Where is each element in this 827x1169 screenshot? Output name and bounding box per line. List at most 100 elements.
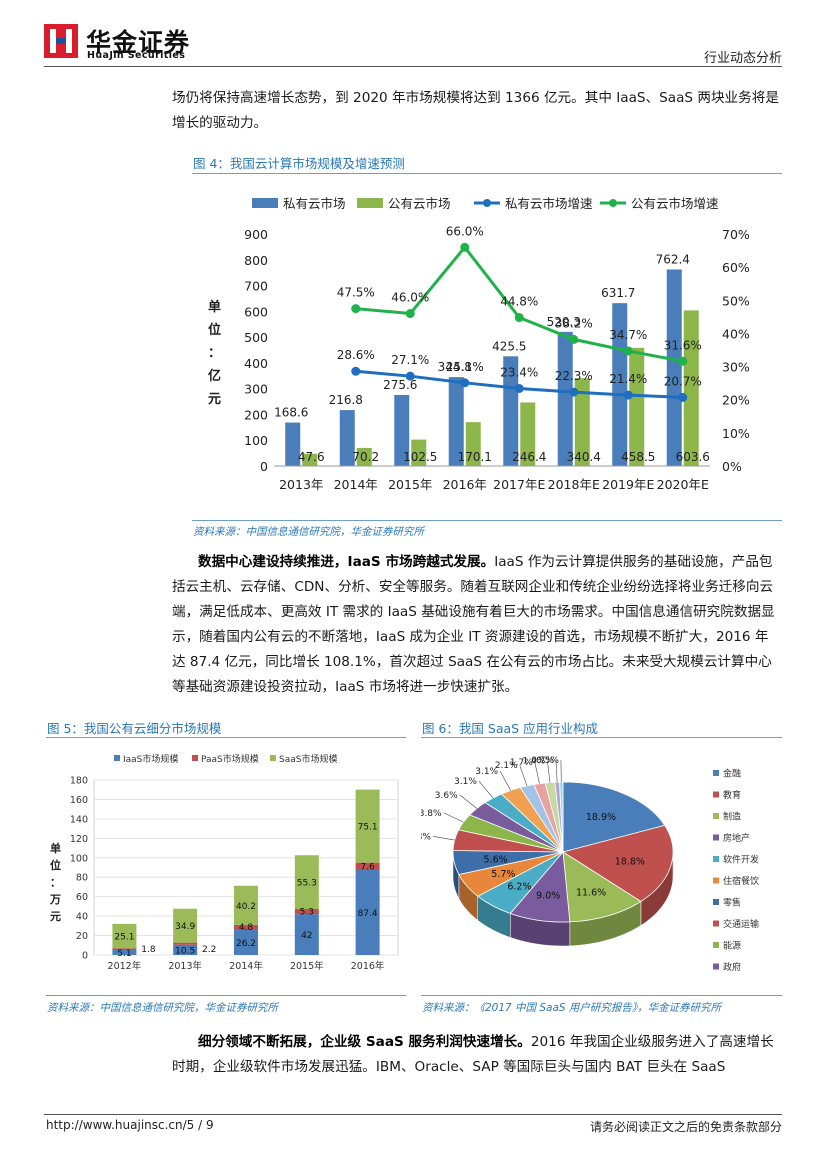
fig4-line-label: 38.2% (555, 316, 593, 330)
fig4-y2tick-label: 30% (722, 360, 750, 375)
fig6-top-rule (421, 737, 782, 738)
fig5-ytick-label: 100 (70, 853, 88, 864)
fig4-bar (666, 269, 682, 466)
fig6-legend-swatch (713, 834, 719, 841)
fig4-bar (302, 453, 318, 466)
fig5-ylabel-3: ： (50, 876, 61, 889)
fig6-title: 图 6：我国 SaaS 应用行业构成 (422, 721, 599, 736)
saas-paragraph-lead: 细分领域不断拓展，企业级 SaaS 服务利润快速增长。 (198, 1034, 531, 1050)
fig5-legend: IaaS市场规模 PaaS市场规模 SaaS市场规模 (114, 753, 337, 765)
fig4-ytick-label: 600 (244, 304, 268, 319)
fig5-bottom-rule (46, 995, 406, 996)
fig4-ytick-label: 0 (260, 459, 268, 474)
fig4-y2tick-label: 70% (722, 227, 750, 242)
fig5-ylabel-5: 元 (50, 910, 61, 923)
fig4-legend-label: 私有云市场增速 (505, 196, 593, 211)
fig5-bar-label: 25.1 (114, 933, 134, 943)
fig5-ylabel-1: 单 (50, 841, 61, 855)
fig5-bar-segment (234, 929, 258, 955)
fig6-legend-label: 住宿餐饮 (723, 875, 759, 887)
fig4-y2tick-label: 40% (722, 326, 750, 341)
fig6-slice-label: 5.7% (491, 869, 515, 880)
fig4-legend-label: 公有云市场增速 (631, 196, 719, 211)
fig4-ylabel-4: 亿 (208, 368, 221, 384)
fig5-legend-label: PaaS市场规模 (201, 753, 259, 765)
fig4-bar (411, 439, 427, 466)
fig5-bar-label: 5.1 (117, 949, 131, 959)
saas-industry-pie-chart: 18.9% 18.8% 11.6% 9.0% 6.2%5.7% 5.6% 4.8% 3.8% 3… (421, 756, 759, 973)
fig4-legend-swatch (252, 198, 278, 208)
fig4-line-label: 21.4% (609, 372, 647, 386)
fig4-ytick-label: 200 (244, 407, 268, 422)
fig4-xtick-label: 2014年 (334, 477, 378, 492)
fig6-slice-label: 2.1% (495, 761, 518, 771)
fig4-bar-label: 520.3 (547, 315, 581, 329)
fig5-legend-swatch (270, 755, 276, 761)
fig5-xtick-label: 2016年 (351, 960, 385, 972)
fig5-xtick-label: 2014年 (229, 960, 263, 972)
fig6-legend-swatch (713, 813, 719, 819)
fig4-bar-label: 70.2 (352, 450, 379, 464)
fig4-line-label: 66.0% (446, 224, 484, 238)
fig4-xtick-label: 2017年E (493, 477, 545, 492)
fig6-leader-line (478, 780, 494, 799)
fig4-legend-marker (609, 199, 617, 207)
fig6-legend-swatch (713, 770, 719, 776)
fig6-source: 资料来源：《2017 中国 SaaS 用户研究报告》，华金证券研究所 (422, 1002, 722, 1014)
fig4-line-label: 44.8% (500, 295, 538, 309)
fig4-line-point (514, 313, 524, 323)
fig6-legend-swatch (713, 942, 719, 948)
fig6-legend-swatch (713, 920, 719, 927)
fig5-ytick-label: 180 (70, 776, 88, 787)
fig5-ytick-label: 0 (82, 951, 88, 962)
fig5-legend-swatch (192, 755, 198, 761)
fig4-xtick-label: 2019年E (602, 477, 654, 492)
fig5-bar-segment (234, 924, 258, 930)
fig4-line-point (678, 392, 688, 402)
fig4-legend-label: 公有云市场 (388, 196, 451, 211)
logo-chinese-name: 华金证券 (86, 28, 191, 57)
fig4-ytick-label: 900 (244, 227, 268, 242)
fig4-top-rule (192, 173, 782, 174)
fig4-line-label: 46.0% (391, 291, 429, 305)
fig6-legend-label: 金融 (723, 768, 741, 780)
iaas-paragraph-body: IaaS 作为云计算提供服务的基础设施，产品包括云主机、云存储、CDN、分析、安… (172, 554, 775, 695)
fig4-bar-label: 762.4 (656, 252, 690, 266)
fig5-bar-label: 10.5 (175, 946, 195, 956)
fig4-legend-label: 私有云市场 (283, 196, 346, 211)
fig4-bar-label: 168.6 (274, 406, 308, 420)
fig6-slice-label: 3.6% (435, 791, 458, 801)
logo-english-name: HuaJin Securities (87, 50, 186, 61)
fig6-legend-label: 制造 (723, 811, 741, 823)
fig6-legend-swatch (713, 963, 719, 970)
fig4-ytick-label: 700 (244, 279, 268, 294)
fig4-bar (465, 422, 481, 466)
fig6-slice-label: 1.4% (522, 757, 545, 767)
footer-disclaimer: 请务必阅读正文之后的免责条款部分 (589, 1120, 782, 1134)
fig4-y2tick-label: 60% (722, 260, 750, 275)
fig4-source: 资料来源：中国信息通信研究院，华金证券研究所 (193, 526, 424, 538)
fig6-slice-label: 5.6% (484, 855, 508, 866)
public-cloud-segment-chart: IaaS市场规模 PaaS市场规模 SaaS市场规模 0 20 40 60 80 100 120… (49, 753, 399, 972)
fig4-bar-label: 603.6 (676, 450, 710, 464)
fig4-line-label: 28.6% (337, 348, 375, 362)
fig6-legend-label: 教育 (723, 789, 741, 801)
fig4-bar (629, 347, 645, 466)
fig5-ytick-label: 20 (76, 931, 88, 942)
fig4-line-point (623, 390, 633, 400)
fig6-leader-line (555, 760, 558, 783)
fig4-bar-label: 216.8 (329, 393, 363, 407)
fig5-bar-segment (173, 944, 198, 955)
fig4-bar (520, 402, 536, 466)
fig4-bar-label: 340.4 (567, 450, 601, 464)
fig4-bar-label: 631.7 (601, 286, 635, 300)
fig4-line-point (460, 378, 470, 388)
fig5-source: 资料来源：中国信息通信研究院，华金证券研究所 (47, 1002, 278, 1014)
fig6-leader-line (547, 760, 551, 783)
fig4-bar (356, 447, 372, 466)
fig6-slice-label: 0.7% (531, 756, 554, 766)
fig4-legend-swatch (357, 198, 383, 208)
fig4-xtick-label: 2020年E (657, 477, 709, 492)
fig4-line-point (514, 383, 524, 393)
